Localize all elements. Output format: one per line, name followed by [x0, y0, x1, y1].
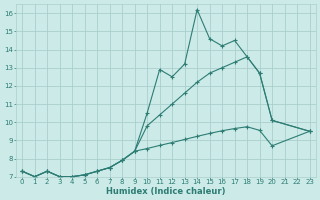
- X-axis label: Humidex (Indice chaleur): Humidex (Indice chaleur): [106, 187, 226, 196]
